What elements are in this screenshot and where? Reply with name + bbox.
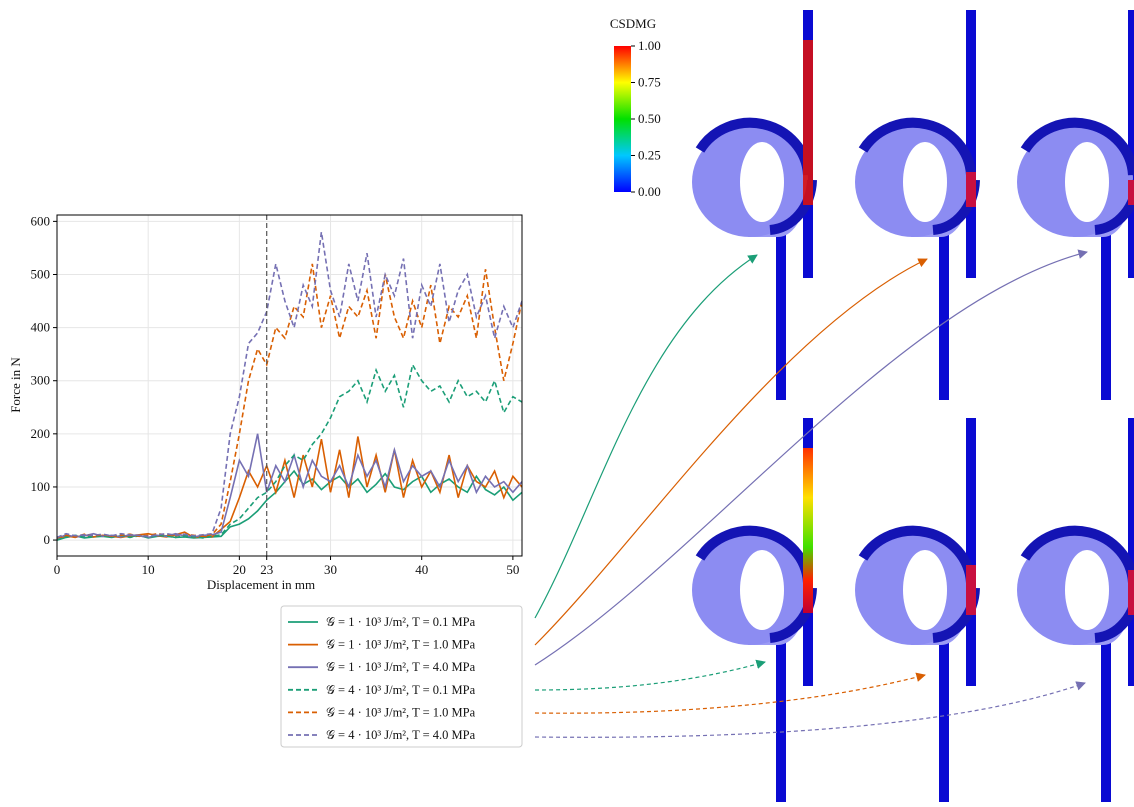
y-tick-label: 100 — [31, 479, 51, 494]
colorbar-tick-label: 0.75 — [638, 75, 661, 90]
y-tick-label: 400 — [31, 320, 51, 335]
y-tick-label: 200 — [31, 426, 51, 441]
x-tick-label: 30 — [324, 562, 337, 577]
arrows — [534, 249, 1088, 738]
y-tick-label: 500 — [31, 266, 51, 281]
y-tick-label: 600 — [31, 213, 51, 228]
lines — [57, 231, 522, 541]
legend-label: 𝒢 = 4 · 10³ J/m², T = 1.0 MPa — [326, 705, 476, 719]
y-tick-label: 0 — [44, 532, 51, 547]
colorbar-title: CSDMG — [610, 16, 656, 31]
plot-area: 0 100 200 300 400 500 600 0 10 20 23 30 40 50 — [31, 213, 523, 577]
legend-box — [280, 605, 523, 748]
x-tick-label: 10 — [142, 562, 155, 577]
illustrations — [692, 10, 1134, 802]
plot-frame — [56, 214, 523, 557]
x-tick-label: 20 — [233, 562, 246, 577]
legend-label: 𝒢 = 4 · 10³ J/m², T = 4.0 MPa — [326, 728, 476, 742]
y-tick-label: 300 — [31, 373, 51, 388]
colorbar-tick-label: 0.50 — [638, 111, 661, 126]
legend-label: 𝒢 = 4 · 10³ J/m², T = 0.1 MPa — [326, 683, 476, 697]
series-line — [57, 231, 522, 539]
colorbar-tick-label: 1.00 — [638, 38, 661, 53]
x-axis-label: Displacement in mm — [207, 577, 315, 592]
x-tick-label: 40 — [415, 562, 428, 577]
y-axis-label: Force in N — [8, 357, 23, 413]
series-line — [57, 433, 522, 540]
x-tick-label: 23 — [260, 562, 273, 577]
series-line — [57, 263, 522, 539]
colorbar — [614, 46, 631, 192]
colorbar-tick-label: 0.25 — [638, 148, 661, 163]
x-tick-label: 50 — [506, 562, 519, 577]
legend-label: 𝒢 = 1 · 10³ J/m², T = 4.0 MPa — [326, 660, 476, 674]
series-line — [57, 362, 522, 541]
legend-label: 𝒢 = 1 · 10³ J/m², T = 0.1 MPa — [326, 615, 476, 629]
x-tick-label: 0 — [54, 562, 61, 577]
legend-label: 𝒢 = 1 · 10³ J/m², T = 1.0 MPa — [326, 638, 476, 652]
colorbar-tick-label: 0.00 — [638, 184, 661, 199]
series-line — [57, 436, 522, 540]
legend: 𝒢 = 1 · 10³ J/m², T = 0.1 MPa 𝒢 = 1 · 10³… — [280, 605, 523, 748]
